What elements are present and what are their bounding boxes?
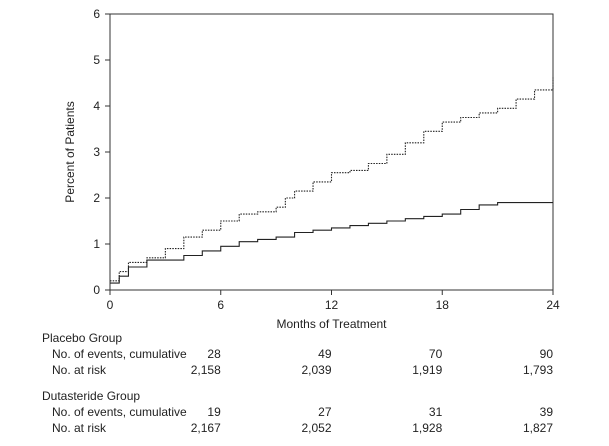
y-tick-label: 4: [93, 99, 100, 113]
table-cell: 2,158: [190, 363, 221, 377]
table-cell: 1,793: [522, 363, 553, 377]
group-name: Dutasteride Group: [42, 389, 141, 403]
row-label: No. of events, cumulative: [52, 405, 187, 419]
table-cell: 19: [207, 405, 221, 419]
y-tick-label: 6: [93, 7, 100, 21]
table-cell: 2,052: [301, 421, 332, 435]
x-axis-label: Months of Treatment: [276, 317, 387, 330]
table-cell: 39: [539, 405, 553, 419]
y-tick-label: 1: [93, 237, 100, 251]
table-cell: 1,928: [412, 421, 443, 435]
row-label: No. of events, cumulative: [52, 347, 187, 361]
x-tick-label: 12: [325, 298, 339, 312]
y-tick-label: 5: [93, 53, 100, 67]
x-tick-label: 0: [107, 298, 114, 312]
table-cell: 2,039: [301, 363, 332, 377]
y-tick-label: 2: [93, 191, 100, 205]
table-cell: 70: [428, 347, 443, 361]
table-cell: 1,919: [412, 363, 443, 377]
y-tick-label: 0: [93, 283, 100, 297]
x-tick-label: 6: [217, 298, 224, 312]
row-label: No. at risk: [52, 421, 107, 435]
table-cell: 27: [318, 405, 332, 419]
table-cell: 49: [318, 347, 332, 361]
table-cell: 2,167: [190, 421, 221, 435]
table-cell: 90: [539, 347, 553, 361]
y-axis-label: Percent of Patients: [63, 101, 77, 202]
series-line-2: [110, 202, 553, 284]
x-tick-label: 24: [546, 298, 560, 312]
table-cell: 31: [428, 405, 443, 419]
table-cell: 1,827: [522, 421, 553, 435]
row-label: No. at risk: [52, 363, 107, 377]
x-tick-label: 18: [436, 298, 450, 312]
table-cell: 28: [207, 347, 221, 361]
series-line-1: [110, 77, 554, 282]
y-tick-label: 3: [93, 145, 100, 159]
group-name: Placebo Group: [42, 331, 123, 345]
